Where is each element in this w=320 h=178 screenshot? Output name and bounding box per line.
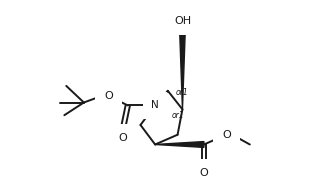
Text: O: O [104, 91, 113, 101]
Text: O: O [222, 130, 231, 140]
Text: or1: or1 [172, 111, 184, 120]
Text: O: O [118, 133, 127, 143]
Text: O: O [200, 168, 208, 178]
Text: OH: OH [174, 17, 191, 27]
Polygon shape [180, 27, 185, 109]
Text: N: N [151, 100, 159, 110]
Text: or1: or1 [176, 88, 188, 97]
Polygon shape [155, 142, 204, 147]
